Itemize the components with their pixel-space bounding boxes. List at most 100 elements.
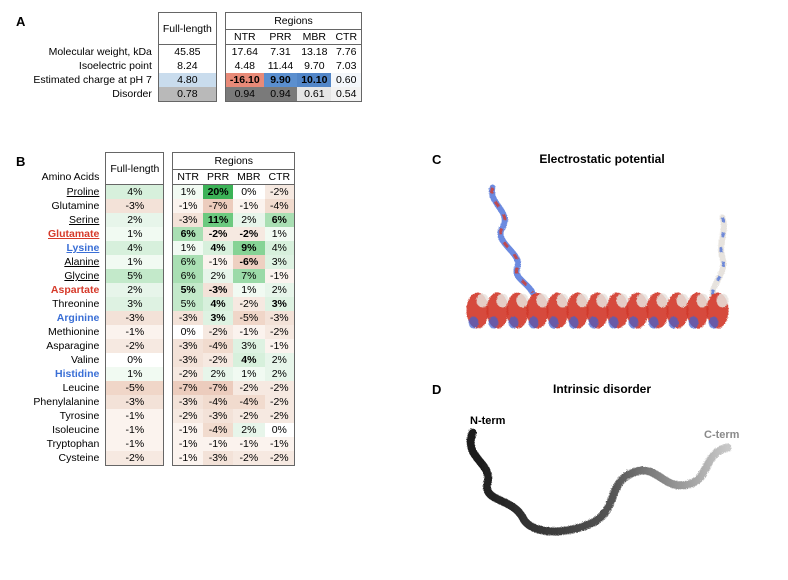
panelA-cell: 7.03 [331,59,361,73]
panelB-full-cell: 0% [106,353,164,367]
panelB-cell: 2% [203,367,233,381]
panelB-cell: 2% [233,423,264,437]
panelB-cell: -2% [265,185,295,200]
panelB-row: Arginine-3%-3%3%-5%-3% [12,311,295,325]
panel-b: B Full-length Regions Amino Acids NTR PR… [12,152,295,466]
panelB-cell: -4% [203,339,233,353]
panelB-cell: 2% [203,269,233,283]
panelB-cell: -2% [265,409,295,423]
panelA-full-cell: 8.24 [158,59,216,73]
aa-name: Aspartate [29,283,105,297]
panelB-full-cell: -1% [106,423,164,437]
panelB-full-cell: 1% [106,227,164,241]
panelA-full-cell: 0.78 [158,87,216,102]
panelB-cell: -4% [265,199,295,213]
panelB-row: Alanine1%6%-1%-6%3% [12,255,295,269]
panel-a-label: A [12,13,29,30]
panelB-cell: -1% [265,269,295,283]
panelB-cell: 1% [233,283,264,297]
panelB-row: Proline4%1%20%0%-2% [12,185,295,200]
electrostatic-structure [432,172,772,352]
aa-name: Glutamine [29,199,105,213]
panelB-cell: 2% [233,213,264,227]
aa-name: Methionine [29,325,105,339]
panelB-cell: -4% [233,395,264,409]
panelB-cell: 5% [173,283,203,297]
panelA-cell: 9.90 [264,73,298,87]
panelB-cell: -3% [173,353,203,367]
panelB-full-cell: 4% [106,241,164,255]
panelB-cell: -2% [203,353,233,367]
panelB-cell: -4% [203,423,233,437]
panelA-regions-header: Regions [225,13,361,30]
panelB-cell: -1% [265,339,295,353]
panelA-cell: 17.64 [225,45,263,60]
panelA-row: Estimated charge at pH 74.80-16.109.9010… [12,73,362,87]
aa-name: Valine [29,353,105,367]
panelB-regions-header: Regions [173,153,295,170]
panelA-cell: 11.44 [264,59,298,73]
panelA-full-cell: 45.85 [158,45,216,60]
panelA-cell: 0.94 [264,87,298,102]
panelB-cell: 6% [173,227,203,241]
panelB-full-cell: -5% [106,381,164,395]
panelB-cell: -1% [203,255,233,269]
panelA-rowlabel: Estimated charge at pH 7 [29,73,158,87]
panelB-cell: 6% [265,213,295,227]
panelB-full-cell: 1% [106,367,164,381]
aa-name: Asparagine [29,339,105,353]
panelB-cell: 1% [233,367,264,381]
panelB-cell: 0% [173,325,203,339]
panelB-cell: -3% [173,213,203,227]
aa-name: Phenylalanine [29,395,105,409]
panelB-full-cell: -3% [106,395,164,409]
panelB-reg-0: NTR [173,170,203,185]
panelB-cell: 6% [173,255,203,269]
panelB-cell: -2% [173,367,203,381]
panelB-row: Threonine3%5%4%-2%3% [12,297,295,311]
aa-name: Histidine [29,367,105,381]
panelB-cell: -1% [233,437,264,451]
panelA-cell: 4.48 [225,59,263,73]
panelB-cell: 4% [233,353,264,367]
panelB-cell: -4% [203,395,233,409]
panelB-cell: -2% [265,325,295,339]
panelB-row: Leucine-5%-7%-7%-2%-2% [12,381,295,395]
panelB-cell: -3% [203,409,233,423]
panelB-reg-1: PRR [203,170,233,185]
aa-name: Lysine [29,241,105,255]
panelB-cell: 3% [265,255,295,269]
panelB-cell: -2% [203,325,233,339]
panelB-cell: -7% [203,199,233,213]
panelB-full-cell: -1% [106,437,164,451]
panelA-cell: 7.31 [264,45,298,60]
panelB-cell: -3% [173,339,203,353]
panelB-aa-title: Amino Acids [29,170,105,185]
panelB-row: Aspartate2%5%-3%1%2% [12,283,295,297]
panelB-full-cell: 4% [106,185,164,200]
panelB-full-cell: -3% [106,311,164,325]
panelA-rowlabel: Disorder [29,87,158,102]
panelB-full-cell: -1% [106,409,164,423]
panelA-reg-0: NTR [225,30,263,45]
aa-name: Leucine [29,381,105,395]
panel-d: D Intrinsic disorder N-term C-term [432,382,772,565]
panelB-row: Lysine4%1%4%9%4% [12,241,295,255]
panel-a-table: A Full-length Regions NTR PRR MBR CTR Mo… [12,12,362,102]
aa-name: Cysteine [29,451,105,466]
panelB-cell: 4% [203,241,233,255]
panelB-row: Methionine-1%0%-2%-1%-2% [12,325,295,339]
aa-name: Serine [29,213,105,227]
panelB-full-cell: 3% [106,297,164,311]
panelB-cell: -5% [233,311,264,325]
panelA-rowlabel: Molecular weight, kDa [29,45,158,60]
panelB-cell: 3% [265,297,295,311]
panelB-cell: -2% [233,451,264,466]
disorder-structure: N-term C-term [432,402,772,562]
panel-a: A Full-length Regions NTR PRR MBR CTR Mo… [12,12,362,102]
panelB-cell: -2% [265,451,295,466]
n-term-label: N-term [470,415,506,427]
panelB-cell: 9% [233,241,264,255]
panel-d-title: Intrinsic disorder [432,382,772,396]
aa-name: Tryptophan [29,437,105,451]
